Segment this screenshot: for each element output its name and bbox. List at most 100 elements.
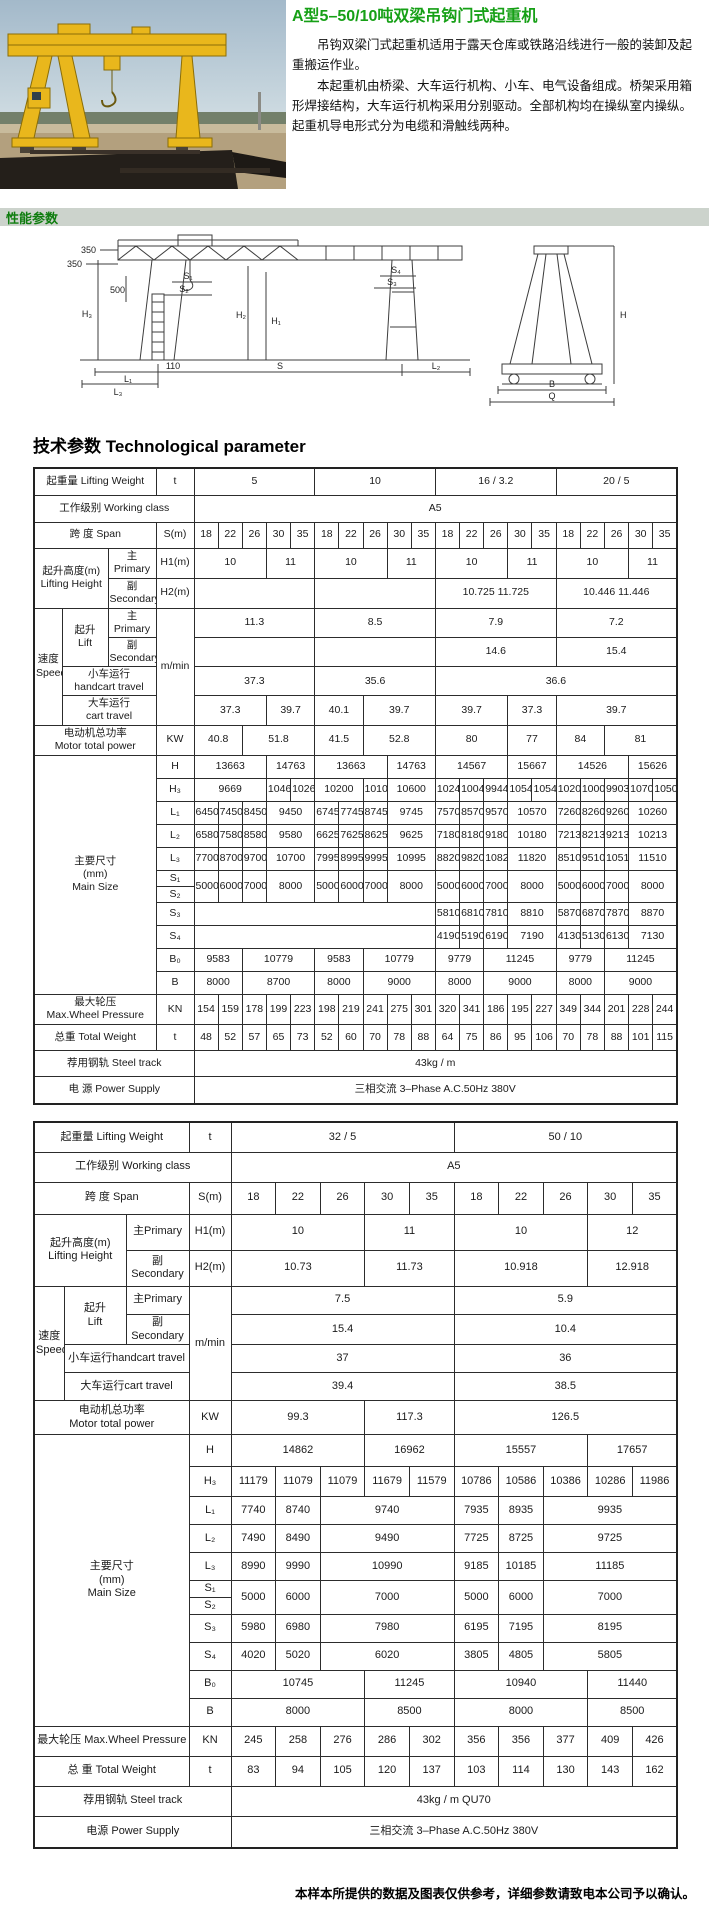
value-cell: 10003 <box>579 777 605 802</box>
value-cell: 10820 <box>483 846 509 871</box>
value-cell: 6000 <box>217 869 243 903</box>
value-cell: 30 <box>587 1181 633 1215</box>
value-cell: 9700 <box>241 846 267 871</box>
value-cell: 5190 <box>459 924 485 949</box>
value-cell: 10779 <box>241 947 316 972</box>
value-cell: 6580 <box>193 823 219 848</box>
dim-label-s4: S₄ <box>391 265 401 275</box>
value-cell: 8700 <box>217 846 243 871</box>
value-cell: 15667 <box>507 754 557 779</box>
value-cell: 39.7 <box>555 695 678 726</box>
row-label: 副 Secondary <box>107 636 157 668</box>
value-cell: 8500 <box>364 1697 455 1727</box>
value-cell: 9745 <box>386 800 436 825</box>
row-label: 跨 度 Span <box>33 521 157 549</box>
value-cell: 9490 <box>319 1524 455 1554</box>
value-cell: 286 <box>364 1725 410 1757</box>
value-cell: 162 <box>631 1755 678 1787</box>
value-cell: 9583 <box>314 947 364 972</box>
value-cell: 35 <box>408 1181 455 1215</box>
unit-cell: H2(m) <box>155 577 195 609</box>
value-cell: 126.5 <box>453 1400 678 1436</box>
value-cell: 10386 <box>542 1466 589 1498</box>
row-label: 主要尺寸 (mm) Main Size <box>33 754 157 995</box>
value-cell: 10779 <box>362 947 436 972</box>
value-cell: 10044 <box>459 777 485 802</box>
value-cell: 130 <box>542 1755 589 1787</box>
value-cell: 37.3 <box>193 695 267 726</box>
value-cell: 9450 <box>265 800 316 825</box>
value-cell: 228 <box>628 993 654 1025</box>
value-cell: 8810 <box>507 901 557 926</box>
value-cell: 11079 <box>319 1466 366 1498</box>
dim-label-h: H <box>620 310 627 320</box>
value-cell: 22 <box>217 521 243 549</box>
value-cell: 409 <box>587 1725 633 1757</box>
value-cell: 10544 <box>531 777 557 802</box>
value-cell: 11 <box>364 1213 455 1251</box>
value-cell: 7213 <box>555 823 581 848</box>
value-cell: 14763 <box>265 754 316 779</box>
value-cell: 14862 <box>230 1434 366 1468</box>
value-cell: 103 <box>453 1755 500 1787</box>
value-cell: 6020 <box>319 1641 455 1671</box>
value-cell: 8180 <box>459 823 485 848</box>
value-cell: 114 <box>498 1755 544 1787</box>
spec-table-large-tonnage: 起重量 Lifting Weight t 32 / 5 50 / 10 工作级别 Wor… <box>33 1121 679 1850</box>
value-cell: 105 <box>319 1755 366 1787</box>
value-cell <box>314 636 436 668</box>
value-cell: 26 <box>542 1181 589 1215</box>
value-cell: 7870 <box>603 901 630 926</box>
value-cell: 199 <box>265 993 292 1025</box>
row-label: 速度 Speed <box>33 607 63 726</box>
value-cell: 11820 <box>507 846 557 871</box>
value-cell: 10 <box>230 1213 366 1251</box>
value-cell: 18 <box>230 1181 277 1215</box>
value-cell: 64 <box>434 1023 461 1051</box>
value-cell: 16 / 3.2 <box>434 467 557 496</box>
value-cell: 10.73 <box>230 1249 366 1287</box>
value-cell: 12.918 <box>587 1249 678 1287</box>
value-cell: 7745 <box>338 800 364 825</box>
unit-cell: t <box>155 467 195 496</box>
value-cell: 10.918 <box>453 1249 589 1287</box>
value-cell: 245 <box>230 1725 277 1757</box>
dim-label-l3: L₃ <box>114 387 123 397</box>
value-cell: 8000 <box>193 970 243 995</box>
value-cell: 30 <box>386 521 412 549</box>
value-cell: 349 <box>555 993 581 1025</box>
value-cell: 9903 <box>603 777 630 802</box>
value-cell: 15.4 <box>230 1313 455 1346</box>
value-cell: 302 <box>408 1725 455 1757</box>
dim-label-s: S <box>277 361 283 371</box>
value-cell: 18 <box>453 1181 500 1215</box>
value-cell: 137 <box>408 1755 455 1787</box>
value-cell: 30 <box>628 521 654 549</box>
value-cell: 10786 <box>453 1466 500 1498</box>
value-cell <box>193 636 316 668</box>
value-cell: 43kg / m QU70 <box>230 1785 678 1817</box>
unit-cell: H2(m) <box>188 1249 232 1287</box>
unit-cell: S(m) <box>188 1181 232 1215</box>
value-cell: 41.5 <box>314 724 364 756</box>
value-cell: 3805 <box>453 1641 500 1671</box>
value-cell: 5000 <box>230 1580 277 1615</box>
value-cell: 8000 <box>386 869 436 903</box>
value-cell: 6625 <box>314 823 340 848</box>
value-cell: 10745 <box>230 1669 366 1699</box>
value-cell: 5980 <box>230 1613 277 1643</box>
value-cell: 5000 <box>555 869 581 903</box>
unit-cell: m/min <box>188 1285 232 1402</box>
symbol-cell: L₃ <box>188 1552 232 1582</box>
page-title: A型5–50/10吨双梁吊钩门式起重机 <box>292 8 538 25</box>
value-cell: 344 <box>579 993 605 1025</box>
value-cell: 22 <box>459 521 485 549</box>
row-label: 小车运行 handcart travel <box>61 665 157 697</box>
symbol-cell: S₃ <box>155 901 195 926</box>
value-cell: 9944 <box>483 777 509 802</box>
value-cell: 9185 <box>453 1552 500 1582</box>
symbol-cell: L₁ <box>188 1496 232 1526</box>
value-cell: 8700 <box>241 970 316 995</box>
value-cell: 11 <box>628 547 678 579</box>
